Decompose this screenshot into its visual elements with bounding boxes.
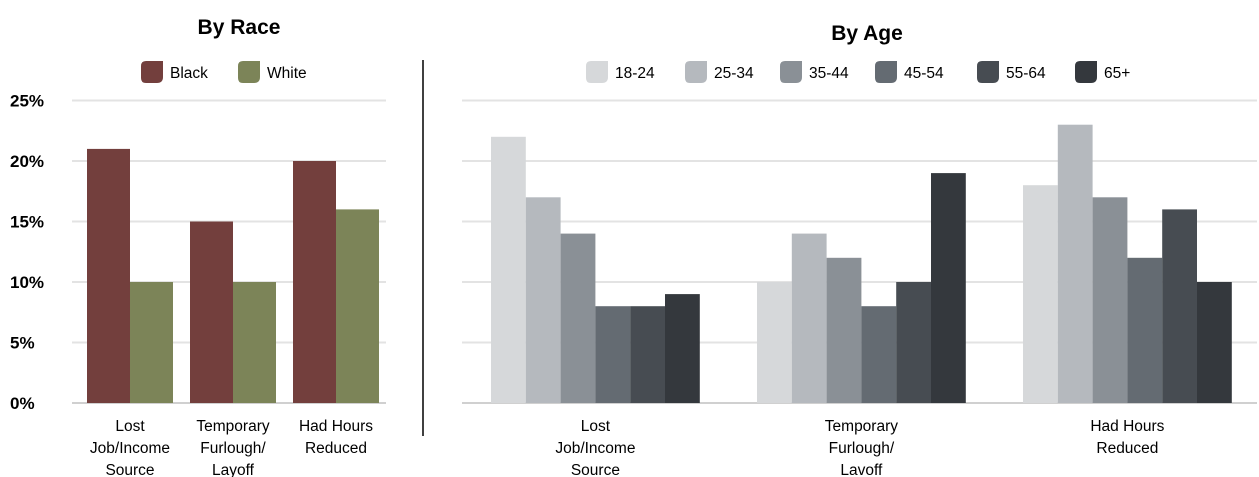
y-tick-label: 20% (10, 152, 44, 171)
bar-black (293, 161, 336, 403)
y-tick-label: 5% (10, 334, 35, 353)
age-x-axis-ticks: Lost Job/Income Source Temporary Furlough/La… (555, 418, 1164, 477)
age-chart-title: By Age (831, 22, 903, 45)
bar-18-24 (1023, 185, 1058, 403)
bar-45-54 (861, 306, 897, 403)
bar-55-64 (1162, 209, 1197, 403)
bar-25-34 (1057, 124, 1093, 403)
race-x-axis-ticks: Lost Job/Income Source Temporary Furlough/La… (90, 418, 373, 477)
x-tick-label: Reduced (1096, 440, 1158, 457)
legend-swatch (141, 61, 163, 83)
race-y-axis-ticks: 0% 5% 10% 15% 20% 25% (10, 92, 44, 414)
bar-black (190, 221, 233, 403)
bar-white (233, 282, 276, 403)
legend-label: 65+ (1104, 65, 1130, 82)
bar-35-44 (1092, 197, 1128, 403)
race-chart-panel: By Race 0% 5% 10% 15% 20% 25% Lost Job/Income S… (10, 16, 386, 477)
bar-35-44 (560, 233, 596, 403)
bar-45-54 (595, 306, 631, 403)
age-legend: 18-24 25-34 35-44 45-54 55-64 65+ (586, 61, 1130, 83)
x-tick-label: Reduced (305, 440, 367, 457)
bar-65- (1197, 282, 1232, 403)
age-chart-panel: By Age Lost Job/Income Source Temporary Furl… (462, 22, 1257, 477)
legend-label: 35-44 (809, 65, 849, 82)
legend-swatch (875, 61, 897, 83)
y-tick-label: 15% (10, 213, 44, 232)
x-tick-label: Source (105, 462, 154, 477)
bar-55-64 (896, 282, 931, 403)
x-tick-label: Layoff (212, 462, 255, 477)
bar-25-34 (525, 197, 561, 403)
legend-label: White (267, 65, 307, 82)
bar-white (336, 209, 379, 403)
race-chart-title: By Race (198, 16, 281, 39)
bar-18-24 (491, 136, 526, 404)
race-bars (87, 148, 379, 403)
legend-label: 18-24 (615, 65, 655, 82)
bar-35-44 (826, 257, 862, 403)
x-tick-label: Temporary (825, 418, 898, 435)
legend-swatch (977, 61, 999, 83)
legend-swatch (1075, 61, 1097, 83)
x-tick-label: Had Hours (299, 418, 373, 435)
bar-65- (931, 173, 966, 403)
legend-label: 45-54 (904, 65, 944, 82)
x-tick-label: Furlough/ (829, 440, 895, 457)
x-tick-label: Source (571, 462, 620, 477)
legend-swatch (685, 61, 707, 83)
x-tick-label: Temporary (196, 418, 269, 435)
bar-65- (665, 294, 700, 403)
y-tick-label: 0% (10, 394, 35, 413)
x-tick-label: Job/Income (555, 440, 635, 457)
x-tick-label: Furlough/ (200, 440, 266, 457)
x-tick-label: Had Hours (1090, 418, 1164, 435)
legend-swatch (780, 61, 802, 83)
legend-label: 55-64 (1006, 65, 1046, 82)
bar-55-64 (630, 306, 665, 403)
bar-white (130, 282, 173, 403)
x-tick-label: Lost (115, 418, 145, 435)
x-tick-label: Lavoff (840, 462, 883, 477)
age-bars (491, 124, 1232, 404)
bar-black (87, 148, 130, 403)
race-legend: Black White (141, 61, 307, 83)
y-tick-label: 25% (10, 92, 44, 111)
y-tick-label: 10% (10, 273, 44, 292)
bar-25-34 (791, 233, 827, 403)
legend-swatch (586, 61, 608, 83)
bar-18-24 (757, 282, 792, 403)
legend-swatch (238, 61, 260, 83)
legend-label: 25-34 (714, 65, 754, 82)
bar-45-54 (1127, 257, 1163, 403)
x-tick-label: Lost (581, 418, 611, 435)
x-tick-label: Job/Income (90, 440, 170, 457)
legend-label: Black (170, 65, 208, 82)
